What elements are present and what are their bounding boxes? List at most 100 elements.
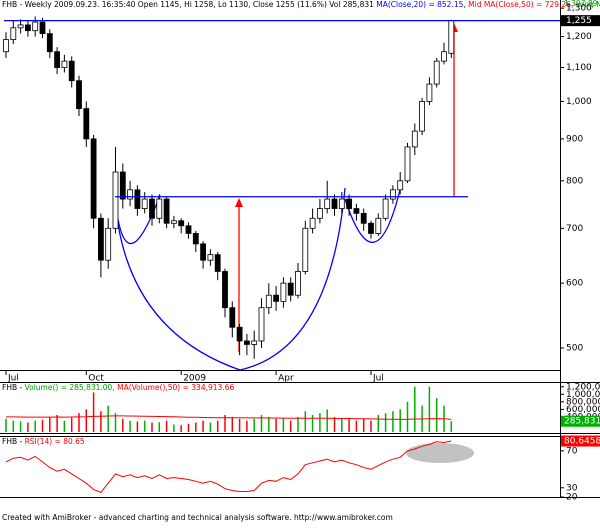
last-rsi-label: 80.6458 [564, 437, 600, 447]
candle-body [127, 189, 133, 200]
candle-body [441, 51, 447, 62]
candle-body [141, 198, 148, 209]
cup-curve [114, 187, 346, 371]
rsi-line [5, 440, 452, 493]
candle-body [375, 217, 382, 234]
y-tick-label: 1,000,000 [566, 390, 600, 400]
candle-body [338, 198, 345, 209]
candle-body [368, 222, 374, 234]
candle-body [309, 217, 316, 229]
panel-header: FHB - Weekly 2009.09.23. 16:35:40 Open 1… [2, 0, 600, 9]
last-rsi-box [561, 435, 600, 447]
x-tick-label: Jul [7, 374, 19, 384]
candle-body [389, 189, 396, 200]
y-tick-label: 1,300 [566, 4, 592, 14]
x-tick-label: Oct [88, 374, 104, 384]
candle-body [287, 282, 294, 296]
candle-body [192, 233, 199, 245]
y-tick-label: 800,000 [566, 397, 600, 407]
header-part: Long MA(Close,200) = 1,397.89, [576, 0, 600, 9]
header-part: Mid MA(Close,50) = 729.26, [468, 0, 576, 9]
x-tick-label: Apr [278, 374, 294, 384]
candle-body [331, 198, 338, 209]
x-tick-label: Jul [372, 374, 384, 384]
candle-body [68, 60, 75, 82]
header-part: FHB - [2, 383, 25, 392]
candle-body [419, 101, 426, 132]
y-tick-label: 30 [566, 483, 578, 493]
last-volume-label: 285,831 [564, 417, 600, 427]
candle-body [236, 326, 243, 342]
y-tick-label: 1,000 [566, 97, 592, 107]
y-tick-label: 70 [566, 446, 578, 456]
candle-body [185, 225, 192, 234]
candle-body [346, 198, 353, 209]
x-tick-label: 2009 [183, 374, 206, 384]
candle-body [178, 220, 185, 227]
volume-ma-line [6, 415, 452, 420]
y-tick-label: 500 [566, 343, 583, 353]
candle-body [360, 212, 367, 224]
candle-body [324, 198, 331, 209]
candle-body [302, 227, 309, 272]
candle-body [17, 24, 24, 29]
pattern-drawing [114, 23, 474, 463]
header-part: Volume() = 285,831.00, [25, 383, 118, 392]
y-tick-label: 800 [566, 176, 583, 186]
candle-body [251, 340, 258, 345]
frame [0, 0, 600, 498]
candle-body [207, 254, 214, 261]
candle-body [280, 282, 287, 302]
candle-body [54, 51, 60, 68]
candle-body [10, 27, 17, 40]
candle-body [119, 171, 126, 200]
highlight-ellipse [406, 443, 474, 463]
candle-body [39, 21, 46, 35]
arrow-head [235, 198, 243, 207]
y-tick-label: 1,200 [566, 32, 592, 42]
candle-body [382, 198, 389, 219]
candle-body [397, 180, 404, 191]
candle-body [46, 33, 53, 53]
candle-body [90, 138, 97, 219]
candle-body [411, 130, 418, 148]
header-part: FHB - Weekly 2009.09.23. 16:35:40 Open 1… [2, 0, 376, 9]
candle-body [170, 220, 177, 224]
panel-header: FHB - Volume() = 285,831.00, MA(Volume()… [2, 383, 234, 392]
y-tick-label: 900 [566, 134, 583, 144]
candle-body [316, 208, 323, 219]
candle-body [258, 307, 265, 342]
panel-header: FHB - RSI(14) = 80.65 [2, 437, 85, 446]
top-label: 1,397.89 [564, 0, 598, 8]
footer: Created with AmiBroker - advanced charti… [2, 513, 393, 522]
candle-body [243, 340, 250, 345]
candle-body [61, 60, 68, 68]
candle-body [353, 208, 360, 214]
last-price-label: 1,255 [566, 16, 592, 26]
y-tick-label: 600,000 [566, 405, 600, 415]
header-part: RSI(14) = 80.65 [25, 437, 85, 446]
candle-body [24, 24, 31, 32]
y-tick-label: 600 [566, 279, 583, 289]
y-tick-label: 1,100 [566, 63, 592, 73]
candle-body [295, 271, 301, 296]
candle-body [83, 108, 90, 140]
last-volume-box [561, 415, 600, 427]
candle-body [214, 254, 221, 272]
candle-body [200, 243, 207, 261]
y-tick-label: 700 [566, 224, 583, 234]
candle-body [32, 21, 39, 32]
candle-body [156, 198, 163, 219]
candle-body [404, 146, 411, 182]
candle-body [76, 80, 82, 110]
header-part: MA(Close,20) = 852.15, [376, 0, 468, 9]
shoulder-curve [344, 189, 401, 243]
candle-body [265, 294, 272, 309]
y-tick-label: 20 [566, 493, 578, 503]
candle-body [3, 39, 9, 53]
candle-body [229, 307, 236, 328]
y-tick-label: 1,200,000 [566, 382, 600, 392]
candle-body [426, 83, 433, 102]
candle-body [448, 20, 455, 54]
